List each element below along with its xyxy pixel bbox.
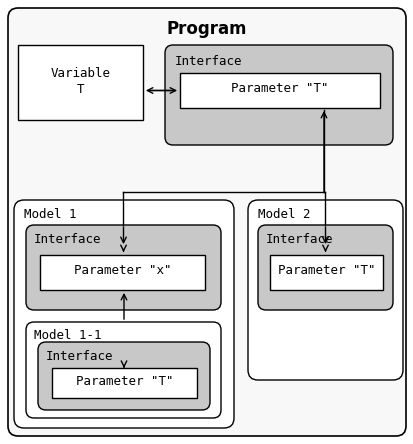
FancyBboxPatch shape [165,45,392,145]
Text: Parameter "x": Parameter "x" [74,264,171,277]
Text: Model 2: Model 2 [257,208,310,221]
Text: Parameter "T": Parameter "T" [231,82,328,95]
Text: T: T [76,83,84,96]
FancyBboxPatch shape [38,342,209,410]
FancyBboxPatch shape [14,200,233,428]
Text: Parameter "T": Parameter "T" [277,264,374,277]
Text: Interface: Interface [46,350,113,363]
Bar [180,73,379,108]
Bar [40,255,204,290]
FancyBboxPatch shape [257,225,392,310]
FancyBboxPatch shape [8,8,405,436]
Bar [18,45,142,120]
Bar [269,255,382,290]
FancyBboxPatch shape [247,200,402,380]
Text: Model 1-1: Model 1-1 [34,329,101,342]
Text: Parameter "T": Parameter "T" [76,375,173,388]
FancyBboxPatch shape [26,225,221,310]
Text: Interface: Interface [266,233,333,246]
Text: Program: Program [166,20,247,38]
Text: Model 1: Model 1 [24,208,76,221]
Bar [52,368,197,398]
Text: Interface: Interface [175,55,242,68]
FancyBboxPatch shape [26,322,221,418]
Text: Interface: Interface [34,233,101,246]
Text: Variable: Variable [50,67,110,80]
